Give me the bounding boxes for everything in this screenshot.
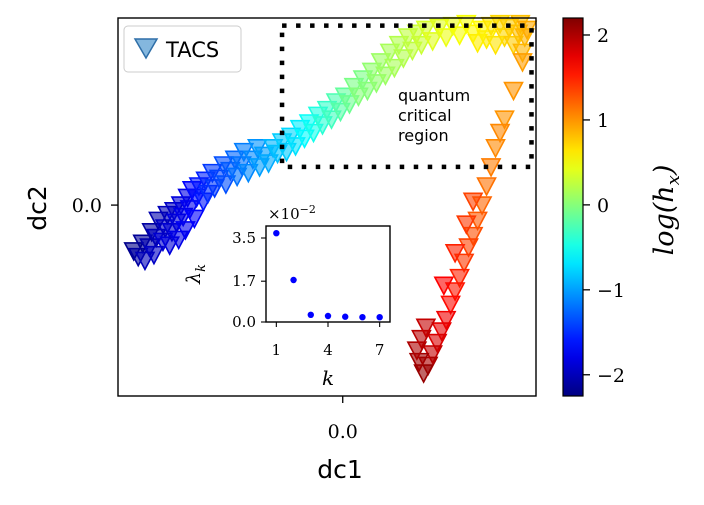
data-point [184, 209, 205, 230]
data-point [175, 221, 196, 241]
data-point [285, 137, 306, 157]
data-point [415, 20, 437, 41]
legend-entry-tacs: TACS [165, 38, 219, 62]
data-point [453, 253, 475, 274]
data-point [143, 245, 165, 266]
data-point [303, 123, 324, 144]
data-point [485, 139, 506, 159]
colorbar-tick-label: −1 [597, 280, 625, 302]
data-point [440, 295, 461, 316]
quantum-critical-region-line: quantum [398, 86, 470, 105]
inset-y-axis-label: λk [183, 264, 209, 285]
colorbar-tick-label: −2 [597, 365, 625, 387]
inset-y-tick-label: 0.0 [232, 313, 256, 331]
data-point [489, 123, 511, 144]
data-point [388, 35, 410, 56]
colorbar-tick-label: 1 [597, 110, 609, 132]
inset-chart: 1 4 7 0.0 1.7 3.5 ×10−2 k λk [183, 203, 391, 390]
inset-plot-frame [265, 225, 391, 323]
x-tick-label: 0.0 [328, 421, 358, 443]
data-point [280, 127, 302, 148]
data-point [258, 154, 279, 174]
data-point [321, 110, 342, 130]
main-axes: 0.0 0.0 [72, 195, 358, 443]
data-point [485, 35, 506, 56]
inset-point [359, 314, 366, 321]
inset-point [290, 276, 297, 284]
data-point [415, 318, 437, 338]
y-tick-label: 0.0 [72, 195, 102, 217]
legend: TACS [123, 25, 242, 73]
inset-point [342, 313, 349, 320]
data-point [449, 26, 470, 46]
data-point [384, 58, 405, 79]
data-point [449, 268, 470, 289]
inset-x-tick-label: 1 [272, 341, 282, 359]
data-point [462, 192, 484, 212]
data-point [426, 333, 448, 354]
data-point [456, 215, 477, 235]
inset-x-axis-label: k [322, 366, 334, 390]
data-point [179, 200, 201, 220]
data-point [462, 226, 484, 247]
inset-x-tick-label: 4 [323, 341, 333, 359]
data-point [357, 81, 378, 102]
inset-point [376, 314, 383, 321]
inset-x-tick-label: 7 [375, 341, 385, 359]
data-point [339, 95, 360, 115]
x-axis-label: dc1 [317, 455, 363, 484]
colorbar-tick-label: 2 [597, 25, 609, 47]
legend-triangle-marker [133, 38, 159, 60]
inset-offset-text: ×10−2 [268, 203, 316, 223]
data-point [330, 102, 351, 123]
data-point [444, 244, 466, 264]
inset-y-tick-label: 1.7 [232, 272, 256, 290]
data-point [316, 100, 338, 121]
inset-point [273, 230, 280, 237]
data-point [431, 322, 452, 342]
inset-point [324, 312, 332, 320]
colorbar-label: log(hx) [649, 165, 684, 256]
colorbar-gradient [563, 18, 583, 396]
legend-box [123, 25, 242, 73]
inset-point [307, 311, 314, 318]
data-point [375, 66, 396, 86]
data-point [435, 310, 457, 331]
colorbar-ticks: −2 −1 0 1 2 [583, 25, 625, 387]
data-point [366, 74, 387, 94]
data-point [422, 32, 443, 52]
colorbar-frame [562, 17, 584, 397]
data-point [503, 81, 524, 102]
data-point [458, 238, 479, 258]
data-point [393, 49, 414, 69]
quantum-critical-region-line: critical [398, 106, 452, 125]
main-scatter-series [123, 14, 538, 384]
data-point [429, 18, 450, 39]
data-point [433, 276, 455, 296]
inset-y-tick-label: 3.5 [232, 229, 256, 247]
data-point [298, 114, 320, 134]
data-point [411, 35, 432, 56]
main-plot-frame [117, 17, 537, 397]
data-point [476, 177, 497, 197]
y-axis-label: dc2 [23, 185, 52, 231]
colorbar-tick-label: 0 [597, 195, 609, 217]
colorbar: −2 −1 0 1 2 log(hx) [562, 17, 684, 397]
data-point [512, 43, 533, 64]
data-point [512, 53, 533, 73]
quantum-critical-region-line: region [398, 126, 449, 145]
data-point [494, 110, 515, 130]
data-point [444, 282, 466, 302]
data-point [370, 53, 392, 73]
data-point [435, 28, 457, 48]
inset-axes: 1 4 7 0.0 1.7 3.5 [232, 229, 384, 359]
inset-points [273, 230, 383, 321]
data-point [379, 43, 401, 64]
